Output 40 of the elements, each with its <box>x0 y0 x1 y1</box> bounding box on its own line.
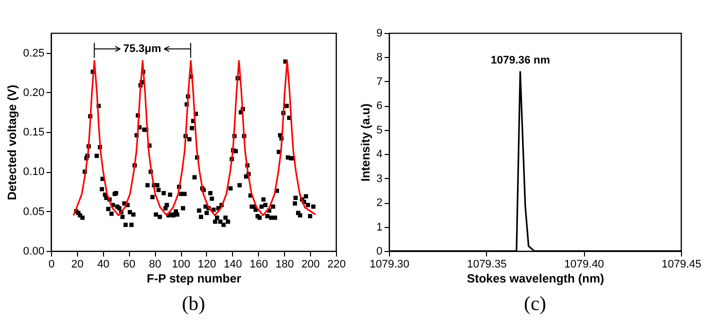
x-tick-label: 160 <box>250 258 268 270</box>
x-tick-label: 220 <box>327 258 346 270</box>
x-tick-label: 1079.40 <box>564 258 604 270</box>
text: (b) <box>182 293 206 315</box>
y-tick-label: 4 <box>376 148 382 161</box>
x-tick-label: 200 <box>301 258 320 270</box>
x-tick-label: 100 <box>172 258 190 270</box>
x-tick-label: 1079.30 <box>370 258 410 270</box>
x-axis-title: Stokes wavelength (nm) <box>466 272 604 286</box>
y-tick-label: 7 <box>376 76 382 88</box>
x-tick-label: 20 <box>71 258 84 270</box>
x-tick-label: 80 <box>149 258 162 270</box>
x-tick-label: 60 <box>123 258 136 270</box>
y-tick-label: 0.15 <box>23 126 44 139</box>
y-tick-label: 6 <box>376 100 382 112</box>
y-tick-label: 1 <box>376 221 382 234</box>
x-tick-label: 180 <box>276 258 294 270</box>
x-tick-label: 1079.45 <box>662 258 702 270</box>
y-tick-label: 0.00 <box>23 246 44 258</box>
x-tick-label: 120 <box>198 258 216 270</box>
y-tick-label: 0.20 <box>23 86 44 99</box>
y-axis-title: Intensity (a.u) <box>358 103 372 182</box>
y-tick-label: 0.10 <box>23 166 44 178</box>
text: (c) <box>524 293 546 315</box>
x-tick-label: 0 <box>48 258 55 270</box>
x-tick-label: 140 <box>224 258 242 270</box>
x-tick-label: 40 <box>97 258 110 270</box>
y-tick-label: 2 <box>376 197 382 210</box>
annotation: 75.3μm <box>123 42 162 55</box>
y-axis-title: Detected voltage (V) <box>5 84 20 200</box>
y-tick-label: 8 <box>376 52 382 64</box>
y-tick-label: 5 <box>376 124 382 136</box>
annotation: 1079.36 nm <box>490 54 550 66</box>
y-tick-label: 9 <box>376 28 382 40</box>
y-tick-label: 3 <box>376 172 382 185</box>
y-tick-label: 0.25 <box>23 47 44 60</box>
x-tick-label: 1079.35 <box>466 258 507 270</box>
x-axis-title: F-P step number <box>146 272 242 286</box>
y-tick-label: 0 <box>376 246 382 258</box>
y-tick-label: 0.05 <box>23 206 44 218</box>
